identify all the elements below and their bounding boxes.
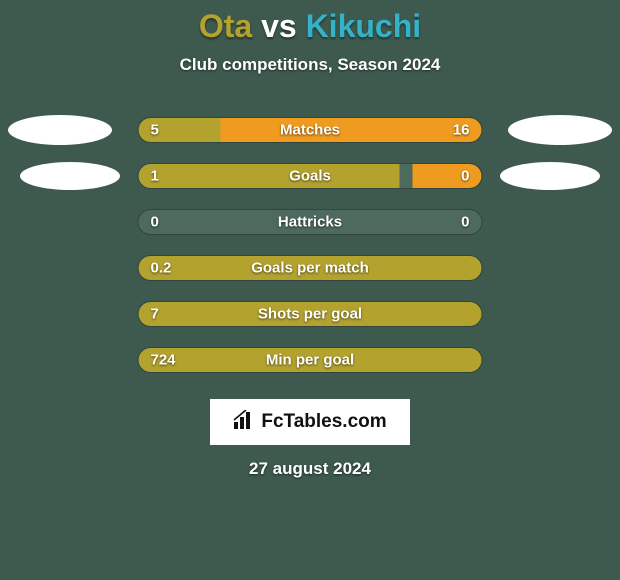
club-badge-left bbox=[20, 162, 120, 190]
title-player2: Kikuchi bbox=[306, 8, 422, 44]
date-text: 27 august 2024 bbox=[0, 459, 620, 479]
stat-label: Goals bbox=[289, 168, 331, 185]
stat-bar-left bbox=[139, 164, 400, 188]
comparison-infographic: Ota vs Kikuchi Club competitions, Season… bbox=[0, 0, 620, 580]
club-badge-right bbox=[500, 162, 600, 190]
stat-row: 0.2 Goals per match bbox=[0, 245, 620, 291]
stat-value-right: 16 bbox=[453, 122, 470, 139]
stat-bar-right bbox=[220, 118, 481, 142]
stat-label: Goals per match bbox=[251, 260, 369, 277]
stat-bar-track: 0.2 Goals per match bbox=[138, 255, 483, 281]
page-title: Ota vs Kikuchi bbox=[0, 0, 620, 45]
stat-value-left: 724 bbox=[151, 352, 176, 369]
brand-badge: FcTables.com bbox=[210, 399, 410, 445]
club-badge-left bbox=[8, 115, 112, 145]
stat-value-left: 5 bbox=[151, 122, 159, 139]
stat-row: 0 0 Hattricks bbox=[0, 199, 620, 245]
stat-value-left: 0 bbox=[151, 214, 159, 231]
stat-row: 5 16 Matches bbox=[0, 107, 620, 153]
stat-value-left: 0.2 bbox=[151, 260, 172, 277]
brand-text: FcTables.com bbox=[261, 411, 386, 433]
subtitle: Club competitions, Season 2024 bbox=[0, 55, 620, 75]
stat-value-left: 1 bbox=[151, 168, 159, 185]
stat-bar-track: 1 0 Goals bbox=[138, 163, 483, 189]
stat-row: 724 Min per goal bbox=[0, 337, 620, 383]
stat-row: 1 0 Goals bbox=[0, 153, 620, 199]
title-vs: vs bbox=[261, 8, 297, 44]
stats-chart: 5 16 Matches 1 0 Goals 0 0 Hattricks 0.2 Goals per… bbox=[0, 107, 620, 383]
stat-bar-track: 7 Shots per goal bbox=[138, 301, 483, 327]
title-player1: Ota bbox=[199, 8, 252, 44]
bar-chart-icon bbox=[233, 410, 255, 435]
stat-bar-track: 5 16 Matches bbox=[138, 117, 483, 143]
stat-bar-right bbox=[413, 164, 482, 188]
stat-row: 7 Shots per goal bbox=[0, 291, 620, 337]
stat-label: Matches bbox=[280, 122, 340, 139]
stat-label: Shots per goal bbox=[258, 306, 362, 323]
stat-value-left: 7 bbox=[151, 306, 159, 323]
stat-value-right: 0 bbox=[461, 214, 469, 231]
stat-value-right: 0 bbox=[461, 168, 469, 185]
stat-label: Min per goal bbox=[266, 352, 354, 369]
club-badge-right bbox=[508, 115, 612, 145]
stat-label: Hattricks bbox=[278, 214, 342, 231]
stat-bar-track: 0 0 Hattricks bbox=[138, 209, 483, 235]
stat-bar-track: 724 Min per goal bbox=[138, 347, 483, 373]
